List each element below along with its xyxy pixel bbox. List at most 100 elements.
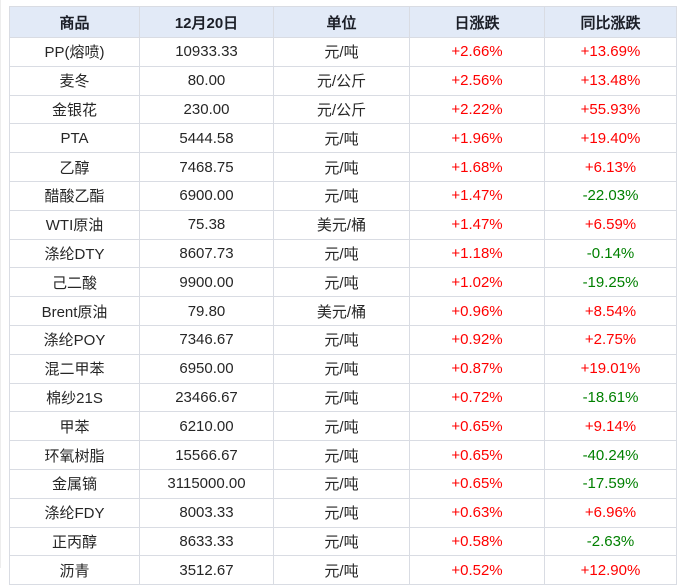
commodity-name: 金银花 — [9, 94, 140, 125]
table-row: 醋酸乙酯 6900.00 元/吨 +1.47% -22.03% — [9, 180, 677, 211]
daily-change-cell: +1.68% — [409, 152, 545, 182]
daily-change-cell: +0.92% — [409, 324, 545, 355]
unit-value: 元/公斤 — [273, 94, 410, 125]
unit-value: 元/吨 — [273, 238, 410, 269]
daily-change-value: +0.65% — [451, 475, 503, 493]
yoy-change-value: +13.48% — [580, 72, 641, 90]
daily-change-value: +0.58% — [451, 532, 503, 550]
daily-change-value: +0.72% — [451, 388, 503, 406]
daily-change-value: +0.87% — [451, 360, 503, 378]
price-value: 8633.33 — [139, 526, 274, 557]
daily-change-cell: +2.22% — [409, 94, 545, 125]
table-row: 麦冬 80.00 元/公斤 +2.56% +13.48% — [9, 65, 677, 96]
daily-change-cell: +0.87% — [409, 353, 545, 384]
daily-change-cell: +1.96% — [409, 123, 545, 154]
commodity-name: 涤纶POY — [9, 324, 140, 355]
yoy-change-cell: -0.14% — [544, 238, 677, 269]
table-row: 涤纶POY 7346.67 元/吨 +0.92% +2.75% — [9, 324, 677, 355]
daily-change-value: +2.56% — [451, 72, 503, 90]
commodity-name: 甲苯 — [9, 411, 140, 442]
yoy-change-cell: -19.25% — [544, 267, 677, 298]
commodity-name: 正丙醇 — [9, 526, 140, 557]
daily-change-cell: +0.96% — [409, 296, 545, 326]
unit-value: 元/吨 — [273, 37, 410, 67]
unit-value: 元/吨 — [273, 267, 410, 298]
daily-change-value: +0.52% — [451, 561, 503, 579]
table-row: 正丙醇 8633.33 元/吨 +0.58% -2.63% — [9, 526, 677, 557]
yoy-change-cell: +19.01% — [544, 353, 677, 384]
daily-change-cell: +1.47% — [409, 209, 545, 240]
commodity-name: 金属镝 — [9, 468, 140, 499]
header-row: 商品 12月20日 单位 日涨跌 同比涨跌 — [9, 6, 677, 38]
daily-change-value: +0.65% — [451, 417, 503, 435]
commodity-name: WTI原油 — [9, 209, 140, 240]
yoy-change-value: +55.93% — [580, 100, 641, 118]
yoy-change-value: -18.61% — [582, 388, 639, 406]
table-row: 金属镝 3115000.00 元/吨 +0.65% -17.59% — [9, 468, 677, 499]
yoy-change-value: +2.75% — [584, 331, 637, 349]
unit-value: 元/吨 — [273, 526, 410, 557]
daily-change-cell: +0.65% — [409, 440, 545, 470]
price-value: 7346.67 — [139, 324, 274, 355]
unit-value: 元/吨 — [273, 411, 410, 442]
price-value: 80.00 — [139, 65, 274, 96]
price-value: 79.80 — [139, 296, 274, 326]
price-value: 3115000.00 — [139, 468, 274, 499]
commodity-price-table: 商品 12月20日 单位 日涨跌 同比涨跌 PP(熔喷) 10933.33 元/… — [9, 6, 677, 585]
yoy-change-cell: +6.59% — [544, 209, 677, 240]
yoy-change-cell: -17.59% — [544, 468, 677, 499]
yoy-change-value: +8.54% — [584, 302, 637, 320]
daily-change-value: +2.66% — [451, 43, 503, 61]
unit-value: 元/吨 — [273, 440, 410, 470]
daily-change-cell: +0.65% — [409, 411, 545, 442]
unit-value: 元/吨 — [273, 180, 410, 211]
yoy-change-cell: +8.54% — [544, 296, 677, 326]
daily-change-cell: +1.18% — [409, 238, 545, 269]
unit-value: 元/吨 — [273, 324, 410, 355]
yoy-change-value: -0.14% — [586, 244, 635, 262]
yoy-change-cell: -18.61% — [544, 382, 677, 413]
yoy-change-cell: +13.48% — [544, 65, 677, 96]
yoy-change-cell: +12.90% — [544, 555, 677, 585]
price-value: 7468.75 — [139, 152, 274, 182]
daily-change-value: +0.63% — [451, 504, 503, 522]
col-header-yoy-change: 同比涨跌 — [544, 6, 677, 38]
yoy-change-cell: -2.63% — [544, 526, 677, 557]
unit-value: 元/吨 — [273, 123, 410, 154]
daily-change-value: +1.18% — [451, 244, 503, 262]
yoy-change-value: -2.63% — [586, 532, 635, 550]
yoy-change-cell: +6.13% — [544, 152, 677, 182]
yoy-change-value: +19.01% — [580, 360, 641, 378]
table-row: 涤纶FDY 8003.33 元/吨 +0.63% +6.96% — [9, 497, 677, 528]
unit-value: 美元/桶 — [273, 296, 410, 326]
commodity-name: PP(熔喷) — [9, 37, 140, 67]
table-row: 涤纶DTY 8607.73 元/吨 +1.18% -0.14% — [9, 238, 677, 269]
daily-change-cell: +2.66% — [409, 37, 545, 67]
table-row: 沥青 3512.67 元/吨 +0.52% +12.90% — [9, 555, 677, 585]
price-value: 8003.33 — [139, 497, 274, 528]
daily-change-value: +0.92% — [451, 331, 503, 349]
table-row: 甲苯 6210.00 元/吨 +0.65% +9.14% — [9, 411, 677, 442]
table-row: WTI原油 75.38 美元/桶 +1.47% +6.59% — [9, 209, 677, 240]
commodity-name: PTA — [9, 123, 140, 154]
table-row: 棉纱21S 23466.67 元/吨 +0.72% -18.61% — [9, 382, 677, 413]
daily-change-cell: +0.65% — [409, 468, 545, 499]
yoy-change-cell: -40.24% — [544, 440, 677, 470]
commodity-name: 己二酸 — [9, 267, 140, 298]
yoy-change-cell: +55.93% — [544, 94, 677, 125]
unit-value: 美元/桶 — [273, 209, 410, 240]
table-row: 混二甲苯 6950.00 元/吨 +0.87% +19.01% — [9, 353, 677, 384]
price-value: 6900.00 — [139, 180, 274, 211]
commodity-name: 麦冬 — [9, 65, 140, 96]
unit-value: 元/吨 — [273, 382, 410, 413]
price-value: 8607.73 — [139, 238, 274, 269]
unit-value: 元/吨 — [273, 468, 410, 499]
unit-value: 元/吨 — [273, 497, 410, 528]
price-value: 3512.67 — [139, 555, 274, 585]
unit-value: 元/公斤 — [273, 65, 410, 96]
yoy-change-value: +6.96% — [584, 504, 637, 522]
unit-value: 元/吨 — [273, 152, 410, 182]
yoy-change-value: -40.24% — [582, 446, 639, 464]
yoy-change-value: +6.13% — [584, 158, 637, 176]
